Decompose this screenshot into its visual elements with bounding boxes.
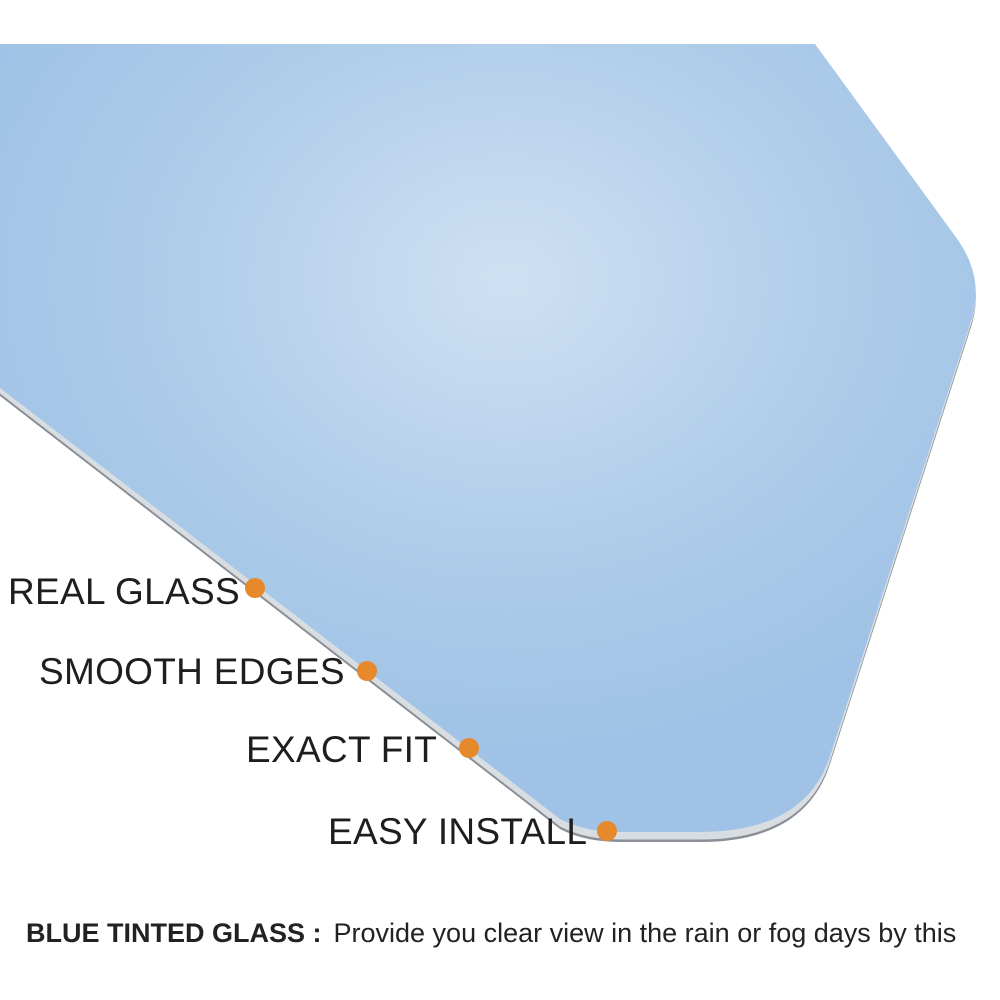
glass-face	[0, 44, 976, 832]
feature-dot-easy-install	[597, 821, 617, 841]
caption-text: Provide you clear view in the rain or fo…	[334, 918, 957, 948]
feature-label-real-glass: REAL GLASS	[8, 573, 240, 610]
feature-dot-exact-fit	[459, 738, 479, 758]
feature-label-smooth-edges: SMOOTH EDGES	[39, 653, 345, 690]
feature-label-easy-install: EASY INSTALL	[328, 813, 587, 850]
product-caption: BLUE TINTED GLASS : Provide you clear vie…	[26, 918, 956, 949]
feature-dot-smooth-edges	[357, 661, 377, 681]
feature-label-exact-fit: EXACT FIT	[246, 731, 437, 768]
caption-heading: BLUE TINTED GLASS :	[26, 918, 322, 948]
feature-dot-real-glass	[245, 578, 265, 598]
